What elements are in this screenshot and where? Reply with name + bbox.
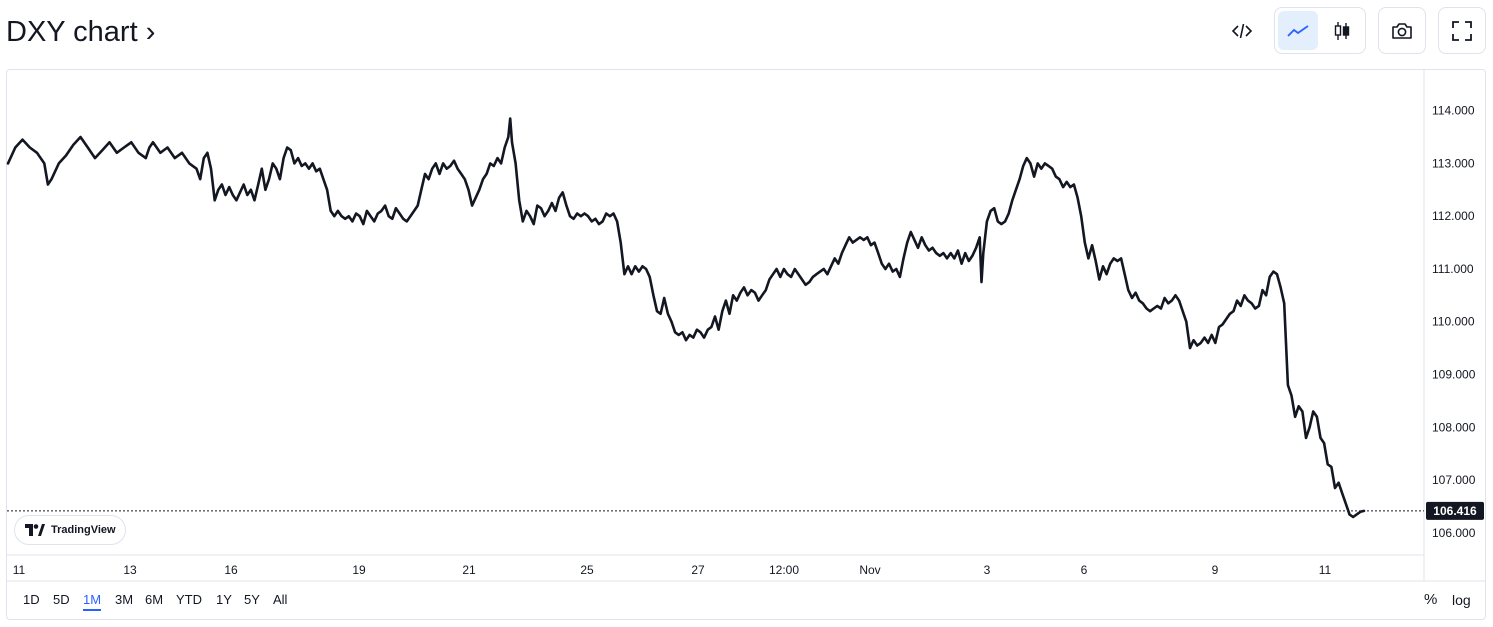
y-tick-label: 113.000 [1432,156,1475,170]
line-chart-icon [1287,24,1309,37]
range-1y[interactable]: 1Y [216,592,232,607]
snapshot-button[interactable] [1378,7,1426,54]
y-tick-label: 114.000 [1432,104,1475,118]
y-tick-label: 106.000 [1432,526,1476,540]
x-tick-label: 12:00 [769,563,799,577]
y-tick-label: 112.000 [1432,209,1475,223]
log-scale-toggle[interactable]: log [1452,592,1471,608]
x-tick-label: 11 [13,563,26,577]
range-1d[interactable]: 1D [23,592,40,607]
x-tick-label: 16 [224,563,238,577]
tradingview-logo [25,524,45,536]
x-tick-label: Nov [859,563,880,577]
x-tick-label: 21 [462,563,476,577]
y-tick-label: 108.000 [1432,420,1476,434]
chart-title[interactable]: DXY chart › [6,16,156,48]
range-all[interactable]: All [273,592,288,607]
x-tick-label: 11 [1319,563,1332,577]
range-ytd[interactable]: YTD [176,592,202,607]
candle-style-button[interactable] [1322,11,1362,50]
tradingview-badge[interactable]: TradingView [14,515,126,545]
fullscreen-button[interactable] [1438,7,1486,54]
y-tick-label: 107.000 [1432,473,1476,487]
y-tick-label: 109.000 [1432,368,1476,382]
last-price-label-box [1426,501,1484,520]
x-tick-label: 19 [352,563,366,577]
price-line [6,117,1366,519]
fullscreen-icon [1452,20,1472,41]
camera-icon [1392,22,1412,39]
chart-frame [6,69,1486,620]
candlestick-icon [1334,21,1350,40]
range-6m[interactable]: 6M [145,592,164,607]
x-tick-label: 25 [580,563,594,577]
x-tick-label: 9 [1212,563,1219,577]
x-tick-label: 3 [984,563,991,577]
last-price-label: 106.416 [1433,504,1477,518]
range-5y[interactable]: 5Y [244,592,260,607]
y-tick-label: 110.000 [1432,315,1475,329]
line-style-button[interactable] [1278,11,1318,50]
tradingview-label: TradingView [51,524,116,536]
code-icon [1231,23,1253,39]
embed-button[interactable] [1222,10,1262,52]
y-tick-label: 111.000 [1432,262,1474,276]
range-1m[interactable]: 1M [83,592,102,611]
x-tick-label: 6 [1081,563,1088,577]
x-tick-label: 27 [691,563,705,577]
percent-scale-toggle[interactable]: % [1424,591,1438,608]
range-5d[interactable]: 5D [53,592,70,607]
x-tick-label: 13 [123,563,137,577]
range-3m[interactable]: 3M [115,592,134,607]
